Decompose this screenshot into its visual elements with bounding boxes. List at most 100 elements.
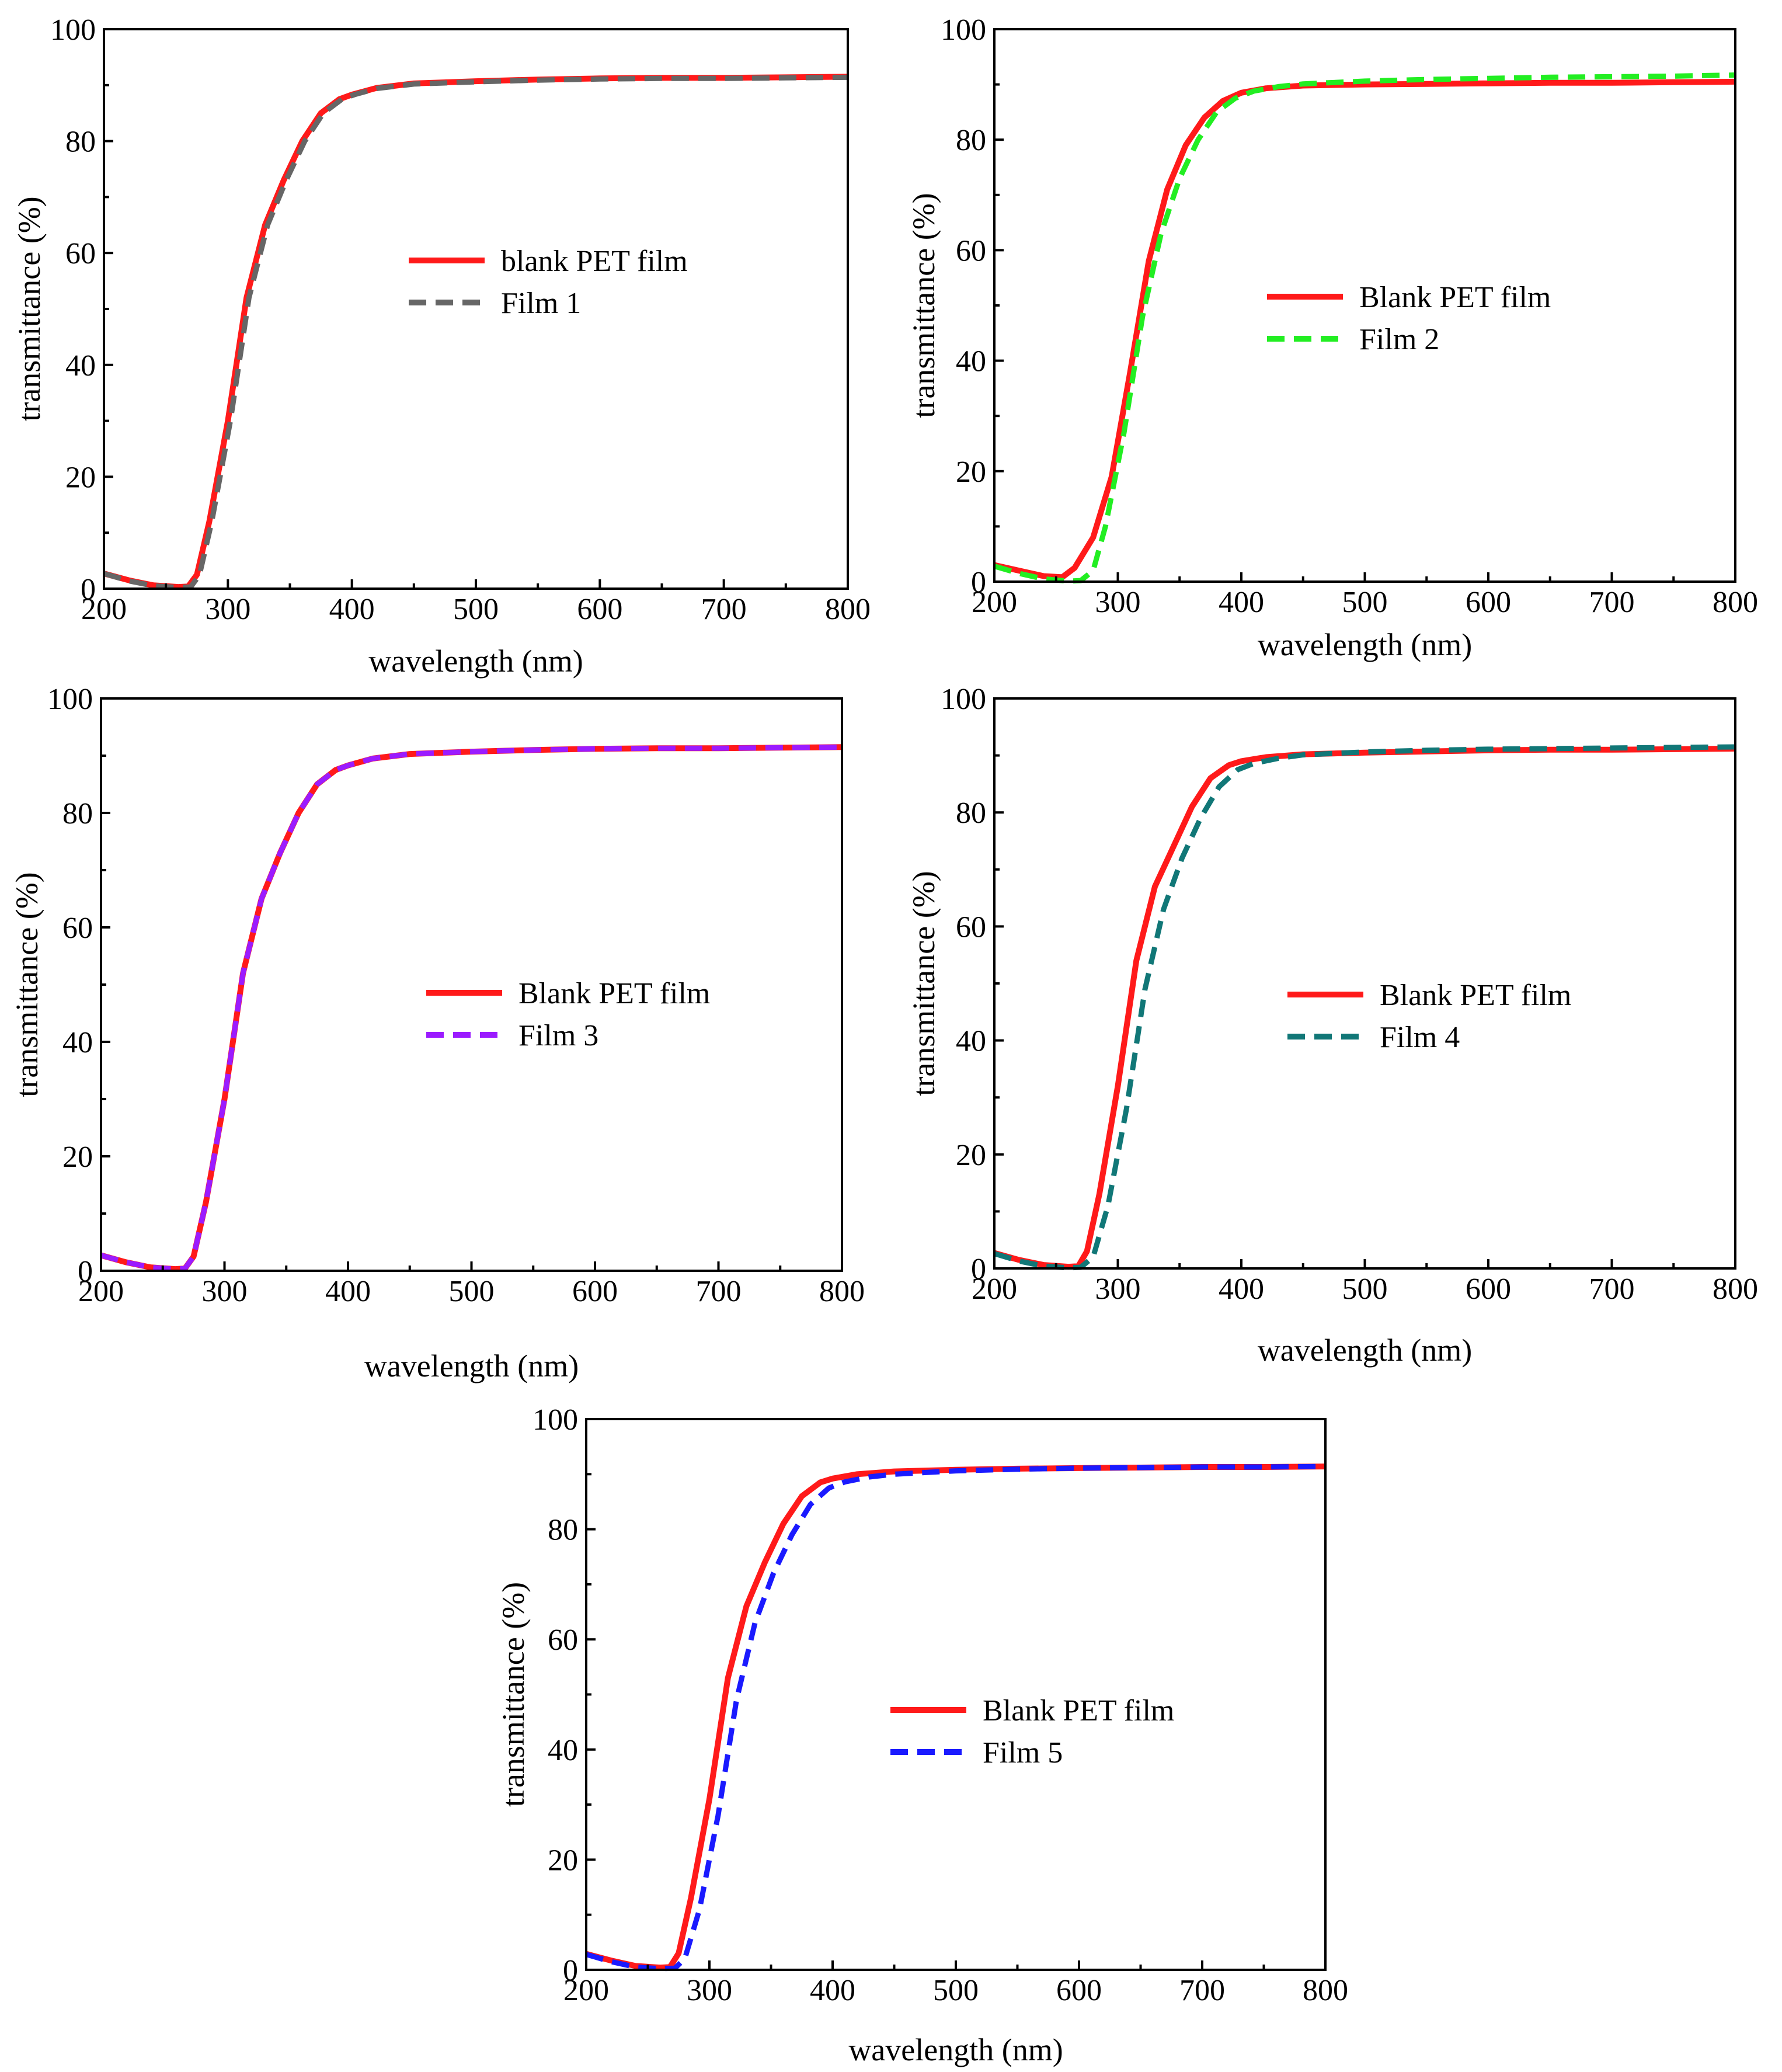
x-tick-label: 700: [1589, 586, 1635, 619]
x-tick-label: 700: [1179, 1974, 1225, 2007]
y-tick-label: 80: [62, 797, 93, 830]
x-tick-label: 200: [972, 1273, 1017, 1306]
x-tick-label: 800: [1713, 586, 1758, 619]
x-tick-label: 400: [325, 1275, 371, 1308]
y-tick-label: 20: [956, 456, 986, 489]
x-tick-label: 700: [696, 1275, 742, 1308]
x-tick-label: 600: [1466, 586, 1511, 619]
x-tick-label: 300: [687, 1974, 732, 2007]
legend-label: Blank PET film: [1380, 979, 1571, 1012]
x-tick-label: 700: [701, 593, 747, 626]
legend-label: Blank PET film: [983, 1694, 1174, 1727]
y-tick-label: 20: [62, 1141, 93, 1174]
x-tick-label: 500: [933, 1974, 979, 2007]
y-tick-label: 60: [956, 910, 986, 944]
chart-panel-1: 200 300 400 500 600 700 800 0 20 40 60 80 100 wavelen…: [12, 13, 871, 679]
plot-frame: [100, 697, 843, 1272]
series-line-film: [103, 74, 848, 590]
series-line-film: [585, 1463, 1326, 1972]
x-tick-label: 400: [329, 593, 375, 626]
y-tick-label: 20: [548, 1844, 578, 1877]
x-tick-label: 800: [1713, 1273, 1758, 1306]
x-axis-label: wavelength (nm): [364, 1348, 579, 1383]
y-tick-label: 0: [971, 1253, 986, 1286]
y-tick-label: 0: [81, 573, 96, 606]
y-tick-label: 80: [548, 1514, 578, 1547]
series-line-film: [100, 744, 843, 1272]
y-tick-label: 100: [47, 683, 93, 716]
x-tick-label: 300: [202, 1275, 248, 1308]
y-tick-label: 100: [50, 13, 96, 47]
x-tick-label: 400: [810, 1974, 855, 2007]
y-axis-label: transmittance (%): [906, 193, 941, 418]
y-tick-label: 60: [65, 237, 96, 270]
legend-label: Film 3: [518, 1019, 598, 1052]
x-tick-label: 600: [572, 1275, 618, 1308]
y-tick-label: 80: [956, 124, 986, 157]
y-tick-label: 100: [532, 1403, 578, 1437]
y-tick-label: 60: [62, 912, 93, 945]
legend-label: Blank PET film: [1359, 281, 1551, 314]
legend-label: Film 4: [1380, 1021, 1460, 1054]
y-axis-label: transmittance (%): [496, 1582, 531, 1807]
series-line-blank: [993, 78, 1736, 580]
plot-frame: [585, 1418, 1327, 1971]
x-axis-label: wavelength (nm): [848, 2032, 1063, 2067]
x-tick-label: 800: [819, 1275, 865, 1308]
chart-panel-2: 200 300 400 500 600 700 800 0 20 40 60 80 100 wavelen…: [906, 13, 1758, 662]
x-tick-label: 500: [453, 593, 499, 626]
x-tick-label: 500: [1342, 1273, 1388, 1306]
x-tick-label: 600: [577, 593, 622, 626]
x-tick-label: 200: [563, 1974, 609, 2007]
legend-label: Film 2: [1359, 323, 1439, 356]
y-tick-label: 40: [62, 1026, 93, 1059]
x-tick-label: 400: [1219, 1273, 1264, 1306]
y-tick-label: 0: [563, 1954, 578, 1987]
series-line-blank: [100, 744, 843, 1273]
y-tick-label: 20: [956, 1139, 986, 1172]
series-line-blank: [585, 1463, 1326, 1971]
y-tick-label: 0: [78, 1255, 93, 1288]
y-axis-label: transmittance (%): [9, 872, 44, 1097]
x-tick-label: 200: [78, 1275, 124, 1308]
x-tick-label: 300: [205, 593, 250, 626]
legend-label: Film 1: [501, 287, 581, 320]
y-tick-label: 60: [548, 1623, 578, 1657]
chart-panel-5: 200 300 400 500 600 700 800 0 20 40 60 80 100 wavelen…: [496, 1403, 1348, 2067]
y-tick-label: 100: [941, 13, 986, 47]
x-tick-label: 200: [972, 586, 1017, 619]
x-tick-label: 300: [1095, 1273, 1141, 1306]
y-tick-label: 100: [941, 683, 986, 716]
y-axis-label: transmittance (%): [906, 871, 941, 1096]
x-tick-label: 200: [81, 593, 127, 626]
x-tick-label: 600: [1056, 1974, 1102, 2007]
series-line-film: [993, 744, 1736, 1271]
y-tick-label: 0: [971, 566, 986, 599]
legend-label: Film 5: [983, 1736, 1063, 1769]
x-tick-label: 300: [1095, 586, 1141, 619]
y-tick-label: 80: [956, 797, 986, 830]
x-tick-label: 700: [1589, 1273, 1635, 1306]
x-tick-label: 500: [449, 1275, 495, 1308]
x-tick-label: 500: [1342, 586, 1388, 619]
y-axis-label: transmittance (%): [12, 196, 47, 421]
legend-label: Blank PET film: [518, 977, 710, 1010]
y-tick-label: 40: [956, 1025, 986, 1058]
x-tick-label: 800: [1303, 1974, 1348, 2007]
y-tick-label: 80: [65, 126, 96, 159]
y-tick-label: 40: [548, 1734, 578, 1767]
chart-panel-4: 200 300 400 500 600 700 800 0 20 40 60 80 100 wavelen…: [906, 683, 1758, 1368]
x-axis-label: wavelength (nm): [368, 644, 583, 679]
y-tick-label: 40: [956, 345, 986, 378]
y-tick-label: 60: [956, 234, 986, 267]
x-axis-label: wavelength (nm): [1258, 1333, 1472, 1368]
x-tick-label: 800: [825, 593, 871, 626]
x-tick-label: 400: [1219, 586, 1264, 619]
chart-panel-3: 200 300 400 500 600 700 800 0 20 40 60 80 100 wavelen…: [9, 683, 865, 1383]
legend-label: blank PET film: [501, 245, 688, 278]
y-tick-label: 40: [65, 349, 96, 383]
series-line-blank: [993, 745, 1736, 1270]
plot-frame: [993, 697, 1736, 1270]
x-tick-label: 600: [1466, 1273, 1511, 1306]
